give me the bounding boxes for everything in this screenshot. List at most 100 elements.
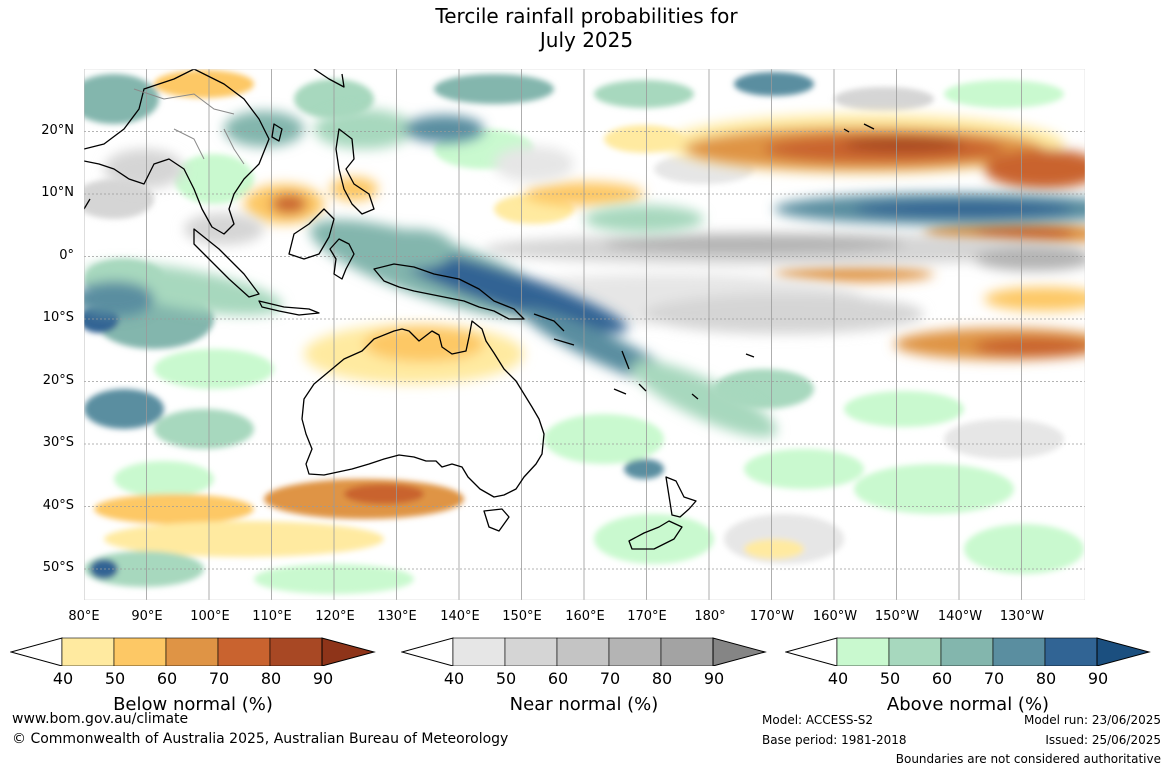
australia-coastline	[301, 320, 545, 498]
lon-label-140w: 140°W	[937, 609, 983, 624]
colorbar-extend-low	[785, 637, 838, 666]
above-tick-40: 40	[827, 669, 849, 688]
colorbar-segment	[165, 637, 219, 666]
near-normal-colorbar	[401, 637, 767, 666]
below-tick-60: 60	[156, 669, 178, 688]
taiwan-coastline	[271, 123, 283, 142]
lon-label-130w: 130°W	[999, 609, 1045, 624]
colorbar-segment	[504, 637, 558, 666]
lon-label-90e: 90°E	[131, 609, 163, 624]
lon-label-150e: 150°E	[502, 609, 542, 624]
tasmania-coastline	[483, 508, 510, 532]
colorbar-segment	[940, 637, 994, 666]
new-zealand-coastline	[628, 476, 697, 550]
lon-label-160e: 160°E	[565, 609, 605, 624]
near-tick-70: 70	[599, 669, 621, 688]
colorbar-segment	[660, 637, 714, 666]
below-normal-label: Below normal (%)	[113, 694, 273, 715]
base-period-info: Base period: 1981-2018	[762, 733, 907, 747]
colorbar-extend-high	[712, 637, 767, 666]
below-normal-colorbar	[10, 637, 376, 666]
lon-label-170w: 170°W	[749, 609, 795, 624]
sumatra-coastline	[193, 228, 260, 298]
colorbar-segments	[401, 637, 767, 666]
philippines-coastline	[335, 128, 375, 215]
above-tick-60: 60	[931, 669, 953, 688]
above-tick-80: 80	[1035, 669, 1057, 688]
colorbar-segment	[452, 637, 506, 666]
lat-label-20n: 20°N	[41, 123, 74, 138]
issued-info: Issued: 25/06/2025	[1045, 733, 1161, 747]
mainland-asia-coastline	[84, 69, 270, 235]
sulawesi-coastline	[329, 238, 355, 280]
lon-label-150w: 150°W	[874, 609, 920, 624]
colorbar-extend-high	[321, 637, 376, 666]
colorbar-segment	[1044, 637, 1098, 666]
colorbar-segment	[888, 637, 942, 666]
model-info: Model: ACCESS-S2	[762, 713, 874, 727]
colorbar-segment	[113, 637, 167, 666]
colorbar-extend-low	[10, 637, 63, 666]
lon-label-170e: 170°E	[627, 609, 667, 624]
lon-label-100e: 100°E	[190, 609, 230, 624]
colorbar-segments	[785, 637, 1151, 666]
colorbar-segment	[836, 637, 890, 666]
lat-label-20s: 20°S	[42, 373, 74, 388]
colorbar-segment	[608, 637, 662, 666]
near-tick-80: 80	[651, 669, 673, 688]
website-link[interactable]: www.bom.gov.au/climate	[12, 711, 189, 727]
above-tick-90: 90	[1087, 669, 1109, 688]
pacific-islands-coastline	[84, 123, 875, 400]
above-normal-label: Above normal (%)	[886, 694, 1050, 715]
lat-label-10s: 10°S	[42, 310, 74, 325]
below-tick-40: 40	[52, 669, 74, 688]
near-tick-40: 40	[443, 669, 465, 688]
lat-label-0: 0°	[59, 248, 74, 263]
lon-label-120e: 120°E	[315, 609, 355, 624]
above-normal-colorbar	[785, 637, 1151, 666]
borders	[133, 88, 245, 165]
above-tick-70: 70	[983, 669, 1005, 688]
lon-label-130e: 130°E	[377, 609, 417, 624]
lat-label-50s: 50°S	[42, 560, 74, 575]
boundaries-disclaimer: Boundaries are not considered authoritat…	[895, 752, 1161, 766]
below-tick-90: 90	[312, 669, 334, 688]
model-run-info: Model run: 23/06/2025	[1023, 713, 1161, 727]
title-line-1: Tercile rainfall probabilities for	[435, 4, 738, 28]
borneo-coastline	[288, 208, 335, 260]
coastlines	[84, 69, 875, 550]
new-guinea-coastline	[373, 263, 525, 320]
graticule	[84, 69, 1085, 600]
colorbar-extend-low	[401, 637, 454, 666]
solomon-islands-coastline	[533, 313, 575, 346]
title-line-2: July 2025	[539, 28, 634, 52]
above-tick-50: 50	[879, 669, 901, 688]
java-coastline	[258, 300, 320, 316]
near-tick-90: 90	[703, 669, 725, 688]
lat-label-30s: 30°S	[42, 435, 74, 450]
japan-coastline	[313, 69, 345, 88]
colorbar-segment	[217, 637, 271, 666]
near-normal-label: Near normal (%)	[509, 694, 659, 715]
colorbar-segment	[992, 637, 1046, 666]
near-normal-bands	[104, 146, 1085, 334]
colorbar-segment	[269, 637, 323, 666]
colorbar-segments	[10, 637, 376, 666]
colorbar-segment	[556, 637, 610, 666]
colorbar-segment	[61, 637, 115, 666]
lon-label-160w: 160°W	[812, 609, 858, 624]
near-tick-60: 60	[547, 669, 569, 688]
lat-label-10n: 10°N	[41, 185, 74, 200]
lon-label-180: 180°	[694, 609, 726, 624]
below-tick-70: 70	[208, 669, 230, 688]
colorbar-extend-high	[1096, 637, 1151, 666]
near-tick-50: 50	[495, 669, 517, 688]
below-tick-80: 80	[260, 669, 282, 688]
map-title: Tercile rainfall probabilities for July …	[0, 4, 1173, 52]
lon-label-80e: 80°E	[68, 609, 100, 624]
probability-map	[84, 69, 1085, 600]
below-tick-50: 50	[104, 669, 126, 688]
lon-label-110e: 110°E	[252, 609, 292, 624]
lat-label-40s: 40°S	[42, 498, 74, 513]
lon-label-140e: 140°E	[440, 609, 480, 624]
